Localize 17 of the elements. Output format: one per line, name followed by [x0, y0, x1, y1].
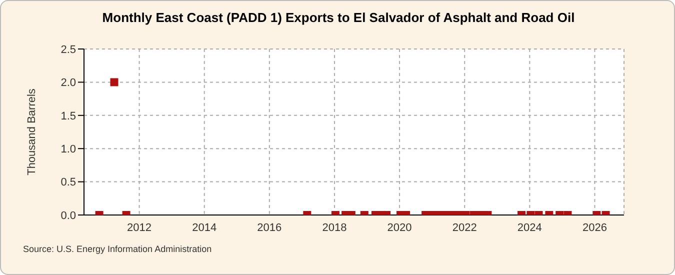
x-tick-label: 2018: [322, 222, 347, 234]
x-tick-label: 2022: [452, 222, 477, 234]
y-tick-label: 2.5: [60, 44, 76, 56]
source-note: Source: U.S. Energy Information Administration: [23, 244, 212, 254]
y-tick-label: 2.0: [60, 77, 76, 90]
x-tick-label: 2012: [127, 222, 152, 234]
x-tick-label: 2024: [517, 222, 542, 234]
y-tick-label: 0.0: [60, 210, 76, 222]
chart-title: Monthly East Coast (PADD 1) Exports to El Salvador of Asphalt and Road Oil: [101, 10, 576, 25]
x-tick-label: 2020: [387, 222, 412, 234]
x-tick-label: 2026: [582, 222, 607, 234]
x-tick-label: 2014: [192, 222, 217, 234]
y-tick-label: 1.5: [60, 110, 76, 122]
y-tick-label: 0.5: [60, 176, 76, 189]
y-tick-label: 1.0: [60, 144, 76, 156]
x-tick-label: 2016: [257, 222, 282, 234]
y-axis-title: Thousand Barrels: [26, 88, 38, 176]
